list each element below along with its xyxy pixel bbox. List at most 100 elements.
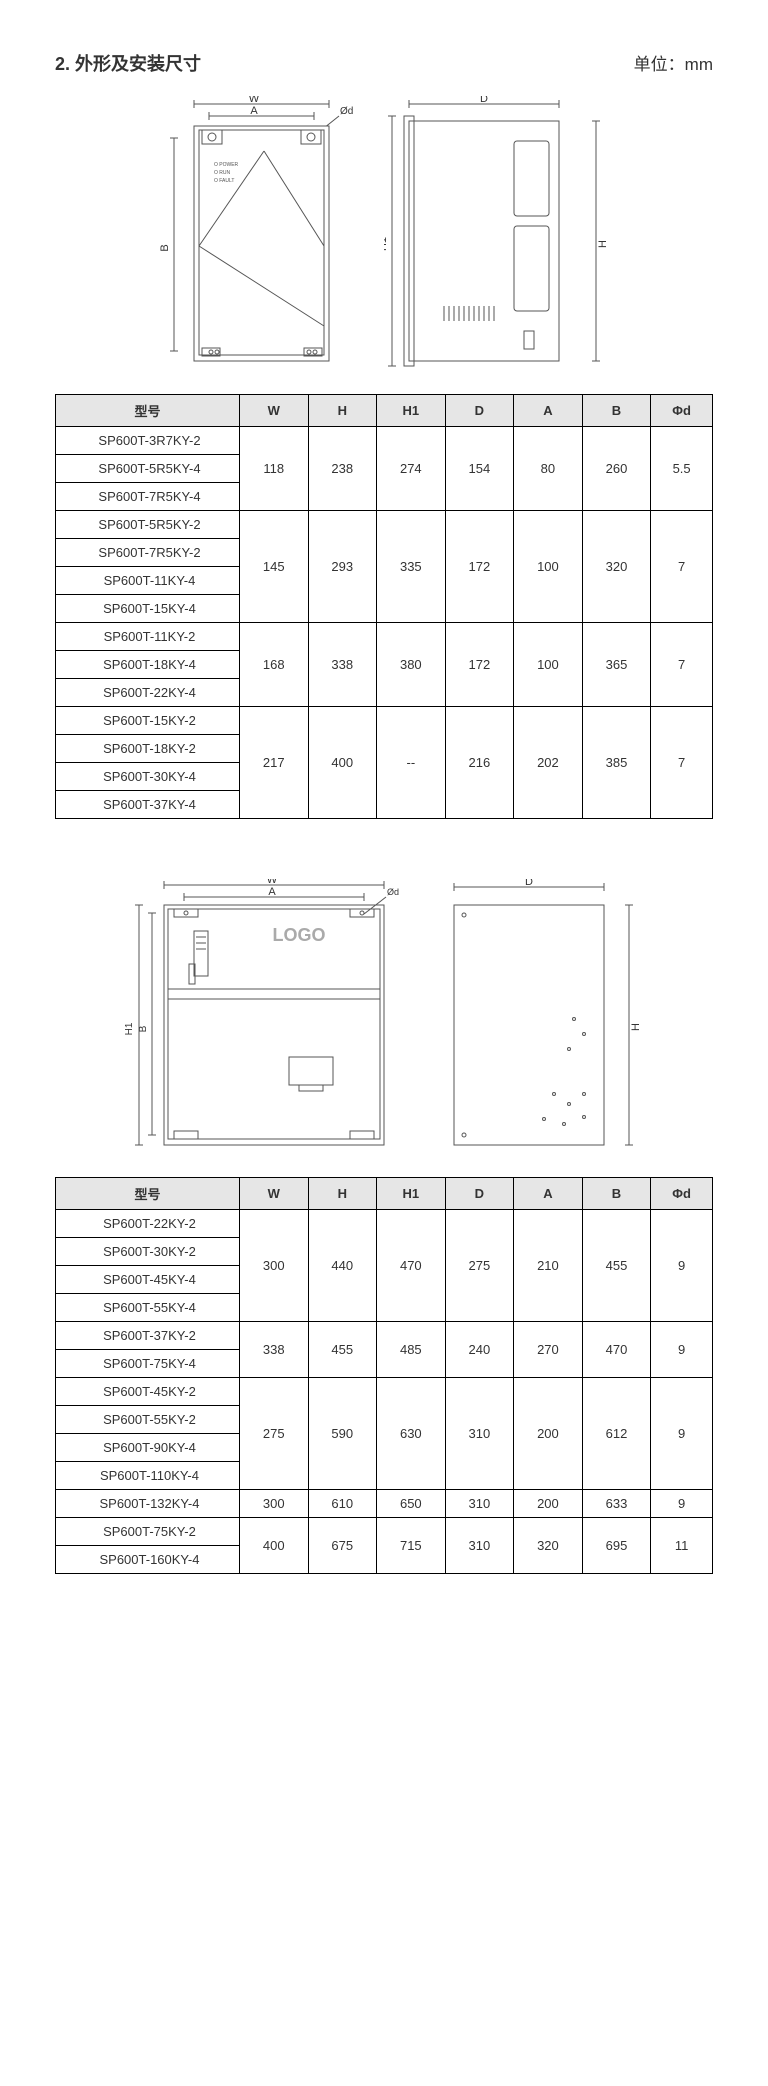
front-view-diagram-1: W A Ød O POWER O RUN O FAULT <box>154 96 354 376</box>
value-cell: 275 <box>445 1210 514 1322</box>
model-cell: SP600T-30KY-2 <box>56 1238 240 1266</box>
table-row: SP600T-15KY-2217400--2162023857 <box>56 707 713 735</box>
value-cell: 9 <box>651 1210 713 1322</box>
table-header-row: 型号 W H H1 D A B Φd <box>56 1178 713 1210</box>
value-cell: 310 <box>445 1378 514 1490</box>
model-cell: SP600T-45KY-4 <box>56 1266 240 1294</box>
value-cell: 485 <box>377 1322 446 1378</box>
value-cell: 200 <box>514 1378 583 1490</box>
value-cell: 385 <box>582 707 651 819</box>
value-cell: 455 <box>582 1210 651 1322</box>
svg-text:D: D <box>480 96 488 105</box>
diagram-set-2: W A Ød LOGO H1 <box>55 879 713 1159</box>
model-cell: SP600T-11KY-2 <box>56 623 240 651</box>
value-cell: 270 <box>514 1322 583 1378</box>
col-a: A <box>514 395 583 427</box>
model-cell: SP600T-37KY-2 <box>56 1322 240 1350</box>
model-cell: SP600T-18KY-2 <box>56 735 240 763</box>
table-row: SP600T-75KY-240067571531032069511 <box>56 1518 713 1546</box>
value-cell: 612 <box>582 1378 651 1490</box>
value-cell: 145 <box>239 511 308 623</box>
svg-text:O RUN: O RUN <box>214 170 231 176</box>
col-d: D <box>445 395 514 427</box>
svg-text:A: A <box>250 105 258 117</box>
table-row: SP600T-22KY-23004404702752104559 <box>56 1210 713 1238</box>
model-cell: SP600T-90KY-4 <box>56 1434 240 1462</box>
model-cell: SP600T-22KY-4 <box>56 679 240 707</box>
table-1-body: SP600T-3R7KY-2118238274154802605.5SP600T… <box>56 427 713 819</box>
model-cell: SP600T-45KY-2 <box>56 1378 240 1406</box>
model-cell: SP600T-75KY-4 <box>56 1350 240 1378</box>
unit-label: 单位：mm <box>634 50 713 75</box>
value-cell: 630 <box>377 1378 446 1490</box>
value-cell: 590 <box>308 1378 377 1490</box>
side-view-diagram-2: D H <box>434 879 644 1159</box>
table-row: SP600T-45KY-22755906303102006129 <box>56 1378 713 1406</box>
header-row: 2. 外形及安装尺寸 单位：mm <box>55 50 713 76</box>
model-cell: SP600T-55KY-4 <box>56 1294 240 1322</box>
col-w: W <box>239 1178 308 1210</box>
value-cell: 470 <box>377 1210 446 1322</box>
col-phid: Φd <box>651 1178 713 1210</box>
value-cell: 400 <box>308 707 377 819</box>
value-cell: 217 <box>239 707 308 819</box>
value-cell: 154 <box>445 427 514 511</box>
value-cell: 470 <box>582 1322 651 1378</box>
col-h: H <box>308 395 377 427</box>
table-row: SP600T-11KY-21683383801721003657 <box>56 623 713 651</box>
model-cell: SP600T-3R7KY-2 <box>56 427 240 455</box>
col-d: D <box>445 1178 514 1210</box>
value-cell: 7 <box>651 623 713 707</box>
value-cell: 380 <box>377 623 446 707</box>
col-a: A <box>514 1178 583 1210</box>
value-cell: 238 <box>308 427 377 511</box>
side-view-diagram-1: D H1 H <box>384 96 614 376</box>
value-cell: 650 <box>377 1490 446 1518</box>
value-cell: 300 <box>239 1210 308 1322</box>
value-cell: 9 <box>651 1490 713 1518</box>
model-cell: SP600T-132KY-4 <box>56 1490 240 1518</box>
value-cell: 216 <box>445 707 514 819</box>
dimensions-table-2: 型号 W H H1 D A B Φd SP600T-22KY-230044047… <box>55 1177 713 1574</box>
front-view-diagram-2: W A Ød LOGO H1 <box>124 879 404 1159</box>
value-cell: 335 <box>377 511 446 623</box>
value-cell: 260 <box>582 427 651 511</box>
model-cell: SP600T-110KY-4 <box>56 1462 240 1490</box>
value-cell: 695 <box>582 1518 651 1574</box>
model-cell: SP600T-30KY-4 <box>56 763 240 791</box>
value-cell: 240 <box>445 1322 514 1378</box>
value-cell: 310 <box>445 1518 514 1574</box>
svg-text:O FAULT: O FAULT <box>214 178 234 184</box>
col-b: B <box>582 1178 651 1210</box>
section-title: 2. 外形及安装尺寸 <box>55 50 201 76</box>
value-cell: 320 <box>514 1518 583 1574</box>
col-h1: H1 <box>377 395 446 427</box>
col-h1: H1 <box>377 1178 446 1210</box>
value-cell: 633 <box>582 1490 651 1518</box>
svg-text:W: W <box>267 879 278 886</box>
diagram-set-1: W A Ød O POWER O RUN O FAULT <box>55 96 713 376</box>
svg-text:O POWER: O POWER <box>214 162 239 168</box>
value-cell: 310 <box>445 1490 514 1518</box>
value-cell: 172 <box>445 623 514 707</box>
model-cell: SP600T-5R5KY-4 <box>56 455 240 483</box>
table-header-row: 型号 W H H1 D A B Φd <box>56 395 713 427</box>
value-cell: 320 <box>582 511 651 623</box>
value-cell: 200 <box>514 1490 583 1518</box>
value-cell: 5.5 <box>651 427 713 511</box>
value-cell: 100 <box>514 511 583 623</box>
model-cell: SP600T-15KY-2 <box>56 707 240 735</box>
svg-text:H1: H1 <box>384 237 389 251</box>
value-cell: 293 <box>308 511 377 623</box>
table-row: SP600T-5R5KY-21452933351721003207 <box>56 511 713 539</box>
value-cell: 715 <box>377 1518 446 1574</box>
model-cell: SP600T-37KY-4 <box>56 791 240 819</box>
value-cell: 274 <box>377 427 446 511</box>
value-cell: 675 <box>308 1518 377 1574</box>
svg-text:H: H <box>630 1023 642 1031</box>
value-cell: 172 <box>445 511 514 623</box>
model-cell: SP600T-55KY-2 <box>56 1406 240 1434</box>
value-cell: 400 <box>239 1518 308 1574</box>
table-row: SP600T-132KY-43006106503102006339 <box>56 1490 713 1518</box>
col-h: H <box>308 1178 377 1210</box>
